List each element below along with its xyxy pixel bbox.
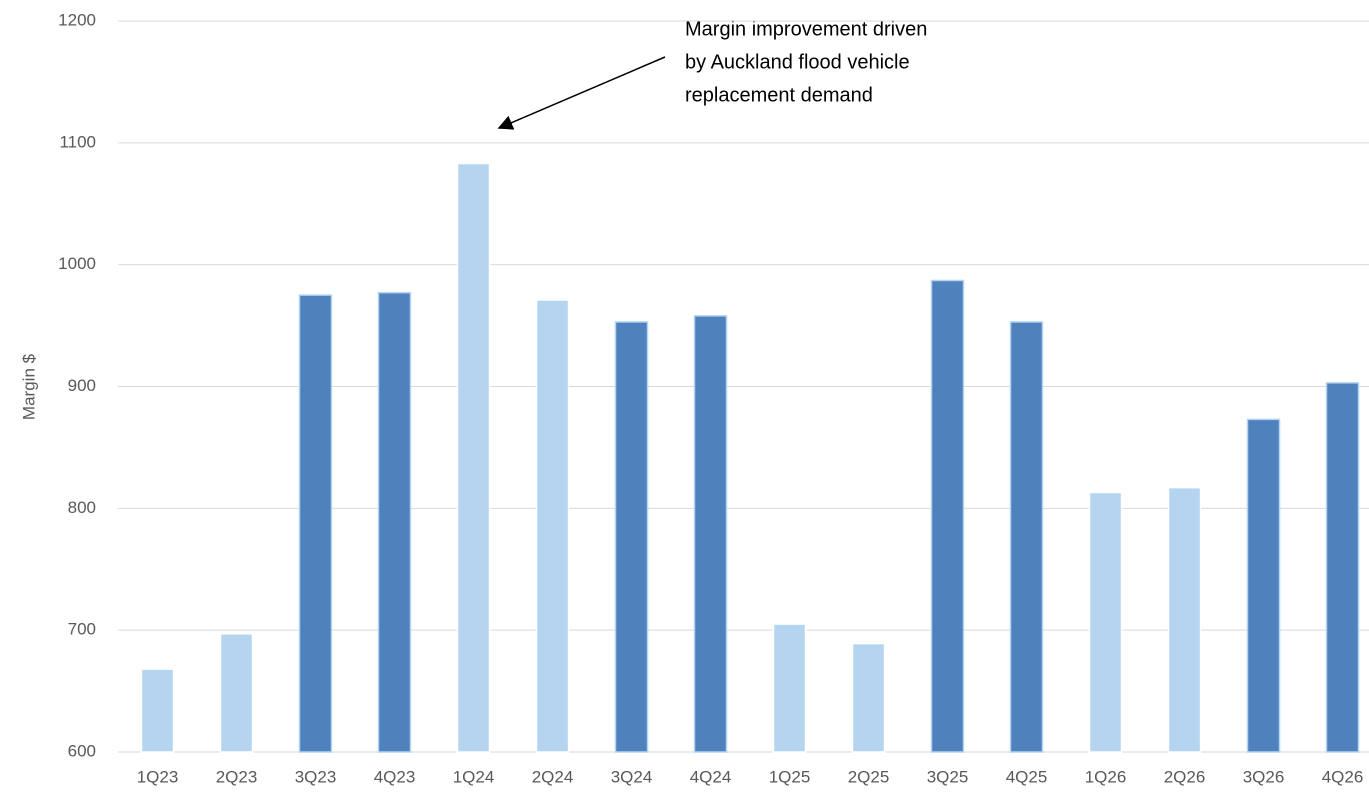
bar xyxy=(298,294,333,753)
x-tick-label: 2Q26 xyxy=(1164,767,1206,786)
bar xyxy=(219,633,254,753)
x-tick-label: 4Q24 xyxy=(690,767,732,786)
bar xyxy=(1009,321,1044,753)
x-tick-label: 1Q25 xyxy=(769,767,811,786)
bar xyxy=(693,315,728,753)
x-tick-label: 3Q24 xyxy=(611,767,653,786)
x-tick-label: 2Q23 xyxy=(216,767,258,786)
bar xyxy=(851,642,886,753)
x-tick-label: 1Q26 xyxy=(1085,767,1127,786)
x-tick-label: 4Q23 xyxy=(374,767,416,786)
x-tick-label: 4Q25 xyxy=(1006,767,1048,786)
y-tick-label: 1200 xyxy=(58,10,96,29)
bar xyxy=(614,321,649,753)
annotation-arrow xyxy=(497,56,666,130)
bar xyxy=(772,623,807,753)
x-tick-label: 1Q23 xyxy=(137,767,179,786)
annotation: by Auckland flood vehicle xyxy=(685,51,910,73)
x-tick-label: 4Q26 xyxy=(1322,767,1364,786)
bar xyxy=(140,668,175,753)
x-tick-label: 2Q25 xyxy=(848,767,890,786)
y-tick-label: 900 xyxy=(68,376,96,395)
annotation: replacement demand xyxy=(685,84,873,106)
y-tick-label: 700 xyxy=(68,620,96,639)
bar xyxy=(1246,418,1281,753)
bar xyxy=(377,291,412,753)
y-tick-label: 800 xyxy=(68,498,96,517)
bar xyxy=(1325,382,1360,753)
bar xyxy=(535,299,570,753)
y-axis-label: Margin $ xyxy=(19,353,38,420)
y-tick-label: 1000 xyxy=(58,254,96,273)
bar xyxy=(1167,486,1202,753)
x-tick-label: 3Q25 xyxy=(927,767,969,786)
bar xyxy=(930,279,965,753)
y-tick-label: 1100 xyxy=(59,132,96,151)
x-tick-label: 2Q24 xyxy=(532,767,574,786)
annotation: Margin improvement driven xyxy=(685,18,927,40)
bar xyxy=(1088,491,1123,753)
bar xyxy=(456,162,491,753)
y-tick-label: 600 xyxy=(68,741,96,760)
x-tick-label: 1Q24 xyxy=(453,767,495,786)
x-tick-label: 3Q26 xyxy=(1243,767,1285,786)
x-tick-label: 3Q23 xyxy=(295,767,337,786)
